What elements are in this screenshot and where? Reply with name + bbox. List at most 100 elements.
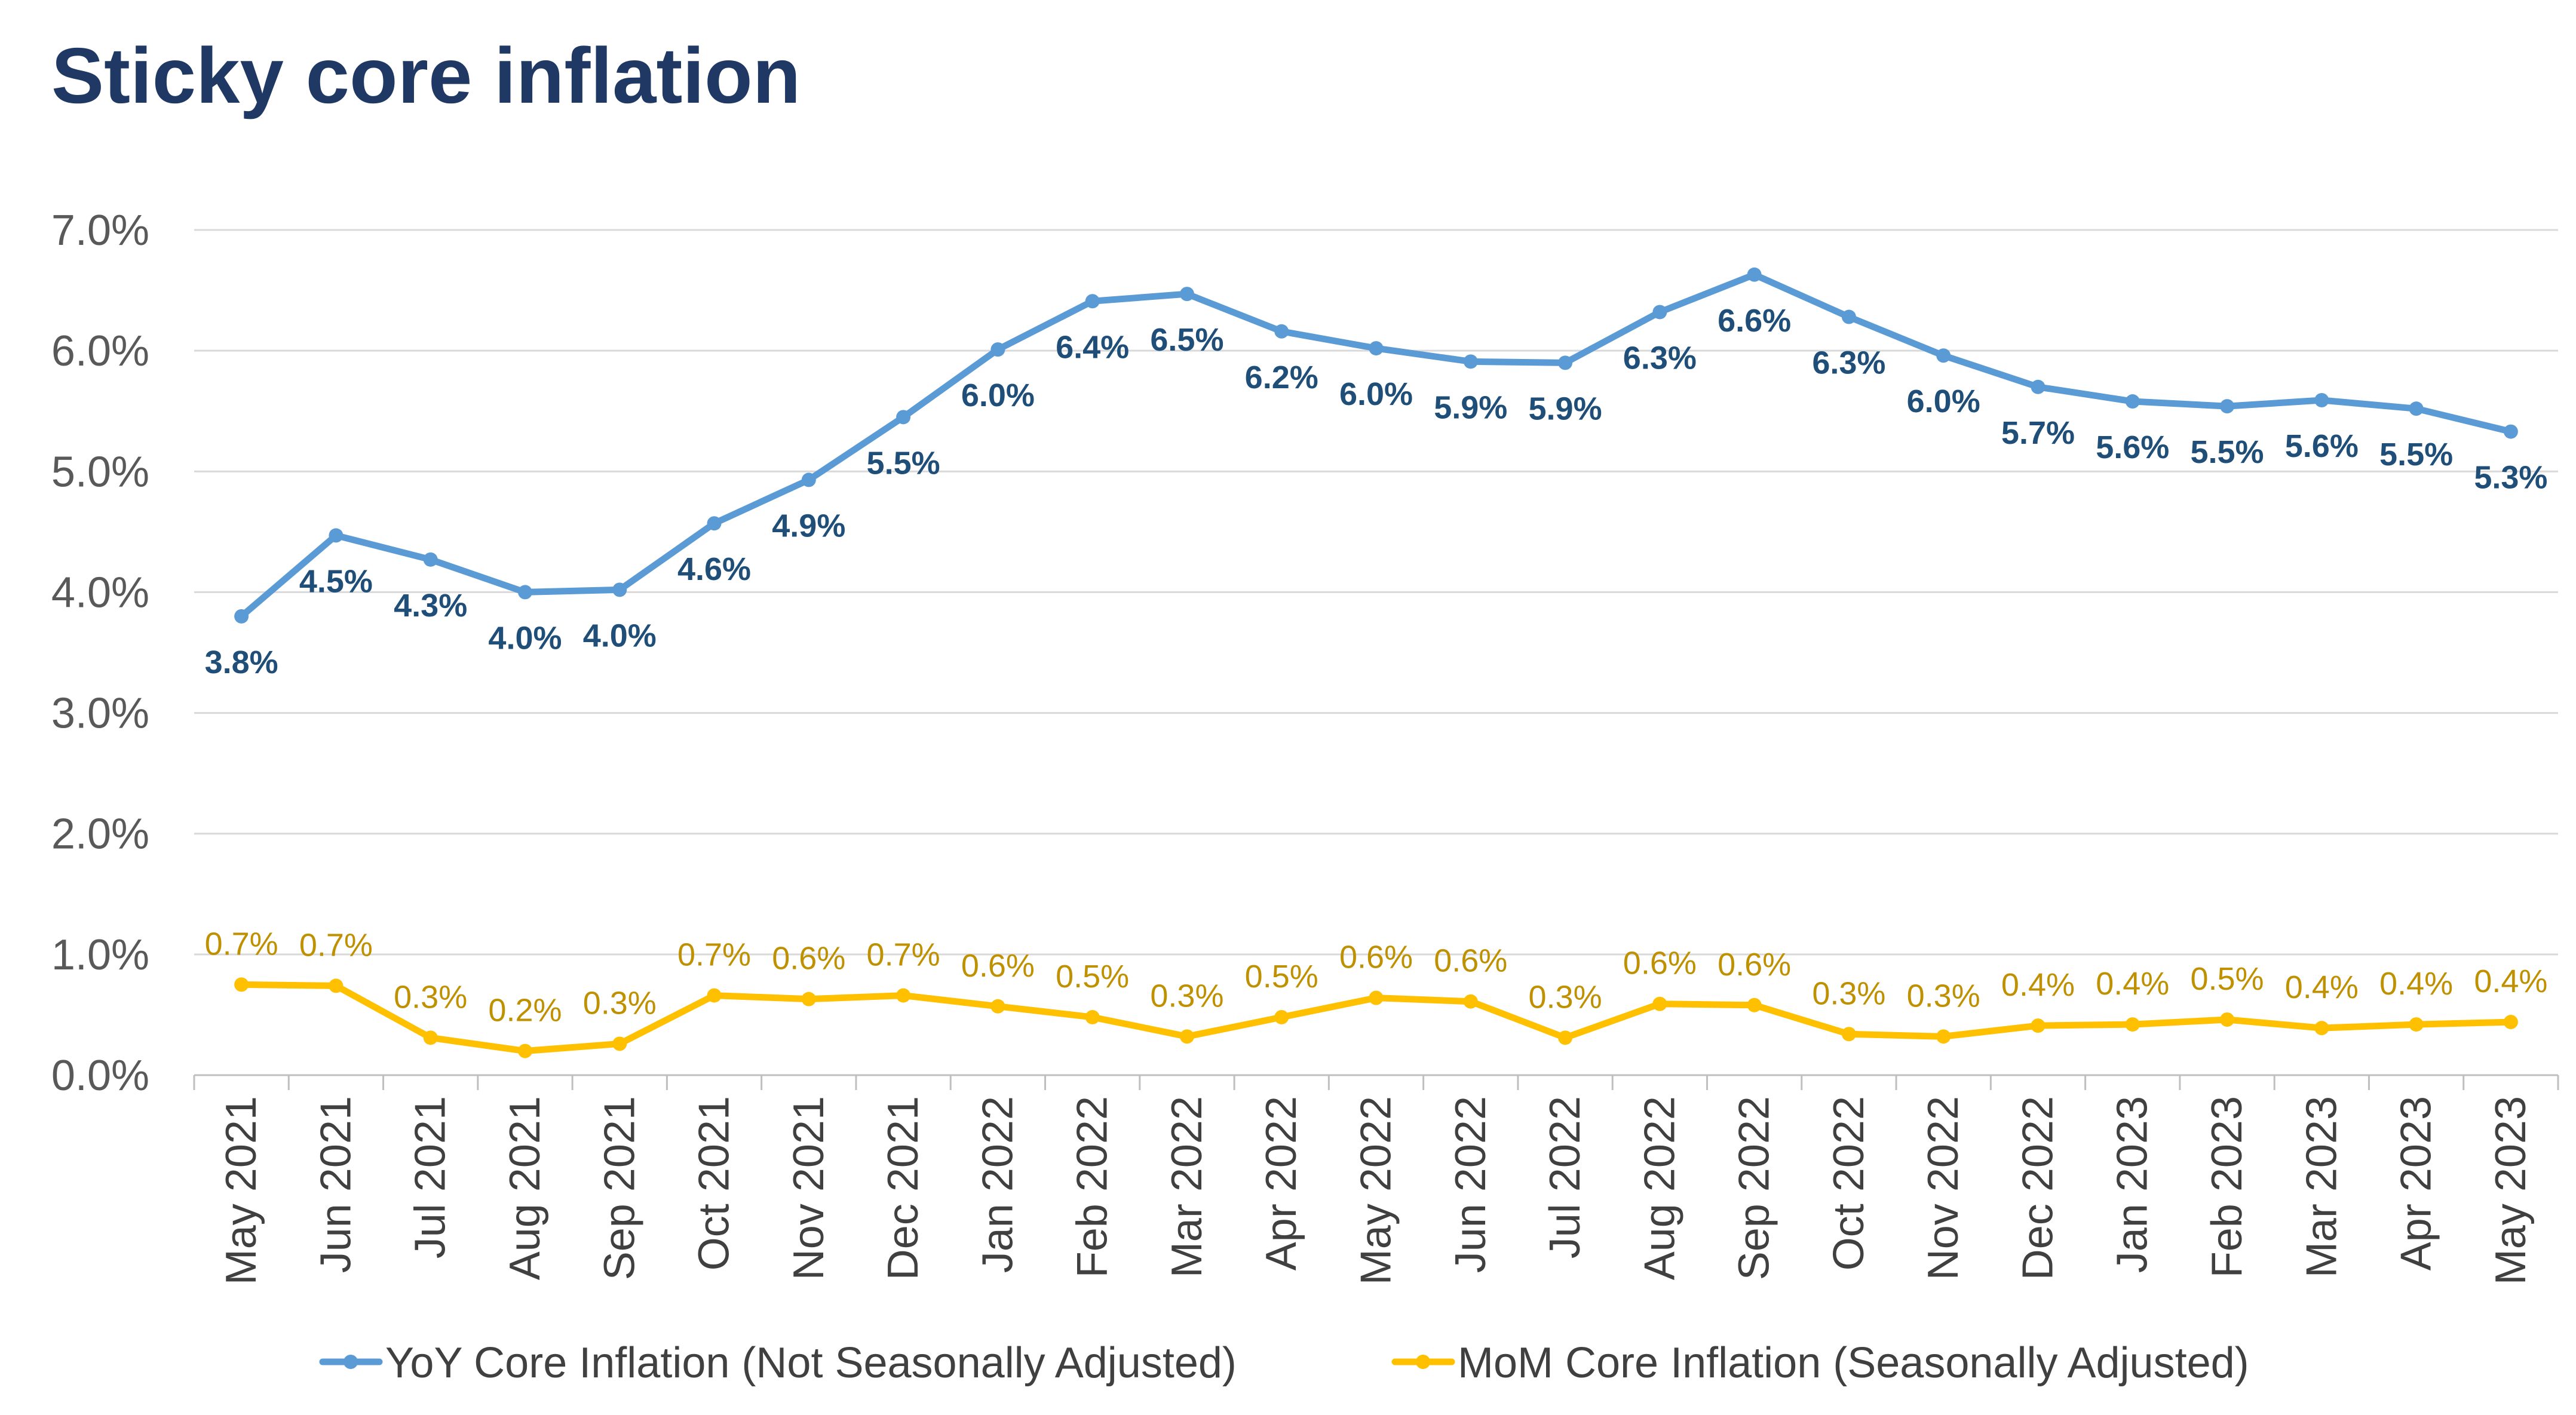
mom-data-point xyxy=(1463,994,1478,1009)
x-tick-label: Feb 2023 xyxy=(2203,1096,2251,1278)
x-tick-label: May 2021 xyxy=(217,1096,265,1285)
mom-data-label: 0.4% xyxy=(2285,969,2359,1005)
yoy-data-point xyxy=(1747,267,1762,282)
mom-data-point xyxy=(896,988,911,1003)
yoy-data-point xyxy=(1936,348,1951,363)
mom-data-point xyxy=(423,1030,438,1045)
yoy-data-point xyxy=(801,472,816,487)
x-tick-label: Mar 2022 xyxy=(1163,1096,1211,1278)
x-tick-label: Sep 2022 xyxy=(1731,1096,1778,1280)
yoy-data-point xyxy=(1179,287,1194,302)
y-tick-label: 6.0% xyxy=(51,327,149,375)
x-tick-label: Nov 2021 xyxy=(785,1096,833,1280)
data-labels: 3.8% 4.5% 4.3% 4.0% 4.0% 4.6% 4.9% 5.5% 6.0% 6.4%… xyxy=(205,303,2548,1029)
yoy-data-point xyxy=(423,552,438,567)
y-tick-label: 1.0% xyxy=(51,931,149,979)
y-tick-label: 0.0% xyxy=(51,1052,149,1100)
mom-data-point xyxy=(1179,1029,1194,1044)
yoy-data-point xyxy=(1841,309,1856,324)
y-tick-label: 3.0% xyxy=(51,690,149,738)
yoy-data-point xyxy=(896,410,911,425)
mom-data-label: 0.6% xyxy=(1339,940,1413,975)
yoy-data-point xyxy=(2314,393,2329,408)
yoy-data-label: 5.9% xyxy=(1529,391,1602,426)
y-tick-label: 5.0% xyxy=(51,448,149,496)
chart-title: Sticky core inflation xyxy=(51,32,801,119)
yoy-data-point xyxy=(1652,305,1667,320)
mom-data-point xyxy=(1085,1009,1100,1024)
y-tick-label: 4.0% xyxy=(51,569,149,616)
yoy-data-label: 3.8% xyxy=(205,644,278,680)
yoy-data-point xyxy=(707,516,722,531)
y-tick-label: 2.0% xyxy=(51,811,149,858)
y-tick-label: 7.0% xyxy=(51,207,149,254)
x-tick-label: Dec 2021 xyxy=(879,1096,927,1280)
legend: YoY Core Inflation (Not Seasonally Adjus… xyxy=(319,1339,2249,1387)
yoy-data-point xyxy=(1463,354,1478,369)
x-tick-label: Jul 2021 xyxy=(407,1096,455,1259)
yoy-data-point xyxy=(990,342,1005,357)
yoy-data-label: 4.3% xyxy=(394,588,467,624)
mom-data-point xyxy=(1841,1027,1856,1042)
mom-data-label: 0.4% xyxy=(2096,966,2169,1002)
mom-data-label: 0.7% xyxy=(205,926,278,962)
yoy-data-point xyxy=(2125,394,2140,409)
mom-data-label: 0.4% xyxy=(2001,967,2075,1003)
mom-data-point xyxy=(2314,1021,2329,1036)
mom-data-label: 0.2% xyxy=(488,993,562,1029)
yoy-data-point xyxy=(1558,355,1573,370)
mom-data-label: 0.3% xyxy=(1812,975,1885,1011)
mom-data-label: 0.6% xyxy=(1434,943,1507,979)
mom-data-point xyxy=(2503,1015,2518,1030)
yoy-data-point xyxy=(2503,424,2518,439)
mom-data-label: 0.3% xyxy=(1907,978,1980,1014)
yoy-data-point xyxy=(329,528,344,543)
yoy-data-label: 4.5% xyxy=(299,563,373,599)
mom-data-label: 0.6% xyxy=(1623,946,1697,981)
yoy-data-label: 5.3% xyxy=(2474,460,2547,496)
mom-data-label: 0.6% xyxy=(1718,947,1791,983)
yoy-data-label: 5.5% xyxy=(867,445,940,481)
yoy-data-point xyxy=(2031,379,2046,394)
mom-data-point xyxy=(1558,1030,1573,1045)
mom-data-label: 0.3% xyxy=(1150,978,1223,1014)
x-tick-label: Sep 2021 xyxy=(596,1096,643,1280)
yoy-data-label: 4.0% xyxy=(488,620,562,656)
mom-legend-swatch-marker xyxy=(1416,1355,1430,1369)
yoy-data-point xyxy=(612,582,627,597)
x-tick-label: Aug 2022 xyxy=(1636,1096,1683,1280)
mom-data-label: 0.7% xyxy=(867,937,940,973)
x-axis xyxy=(193,1074,2559,1090)
mom-data-label: 0.7% xyxy=(299,927,373,963)
mom-data-point xyxy=(1274,1009,1289,1024)
mom-data-point xyxy=(1652,996,1667,1011)
mom-data-point xyxy=(2409,1017,2424,1032)
mom-data-point xyxy=(234,977,249,992)
yoy-data-label: 5.7% xyxy=(2001,415,2075,451)
yoy-data-label: 6.2% xyxy=(1245,360,1318,395)
yoy-legend-swatch-marker xyxy=(344,1355,358,1369)
mom-data-label: 0.3% xyxy=(583,985,657,1021)
yoy-data-label: 6.3% xyxy=(1623,340,1697,376)
yoy-legend-label: YoY Core Inflation (Not Seasonally Adjus… xyxy=(385,1339,1237,1387)
mom-data-point xyxy=(2125,1017,2140,1032)
mom-data-label: 0.6% xyxy=(961,948,1035,984)
yoy-data-label: 5.6% xyxy=(2285,428,2359,464)
yoy-data-label: 4.9% xyxy=(772,508,845,544)
yoy-data-label: 4.6% xyxy=(677,551,751,587)
yoy-data-label: 5.9% xyxy=(1434,389,1507,425)
yoy-data-point xyxy=(2409,401,2424,416)
x-tick-label: Apr 2022 xyxy=(1258,1096,1305,1270)
yoy-data-label: 6.6% xyxy=(1718,303,1791,339)
mom-data-label: 0.4% xyxy=(2379,966,2453,1002)
mom-data-label: 0.5% xyxy=(2190,961,2264,997)
x-tick-label: Aug 2021 xyxy=(501,1096,549,1280)
yoy-data-point xyxy=(1369,341,1384,356)
yoy-data-label: 5.6% xyxy=(2096,429,2169,465)
yoy-data-label: 4.0% xyxy=(583,618,657,653)
yoy-data-label: 6.0% xyxy=(961,377,1035,413)
x-tick-label: Jan 2022 xyxy=(974,1096,1022,1273)
yoy-data-label: 6.4% xyxy=(1056,329,1129,365)
mom-data-point xyxy=(1936,1029,1951,1044)
yoy-data-point xyxy=(2220,399,2235,414)
